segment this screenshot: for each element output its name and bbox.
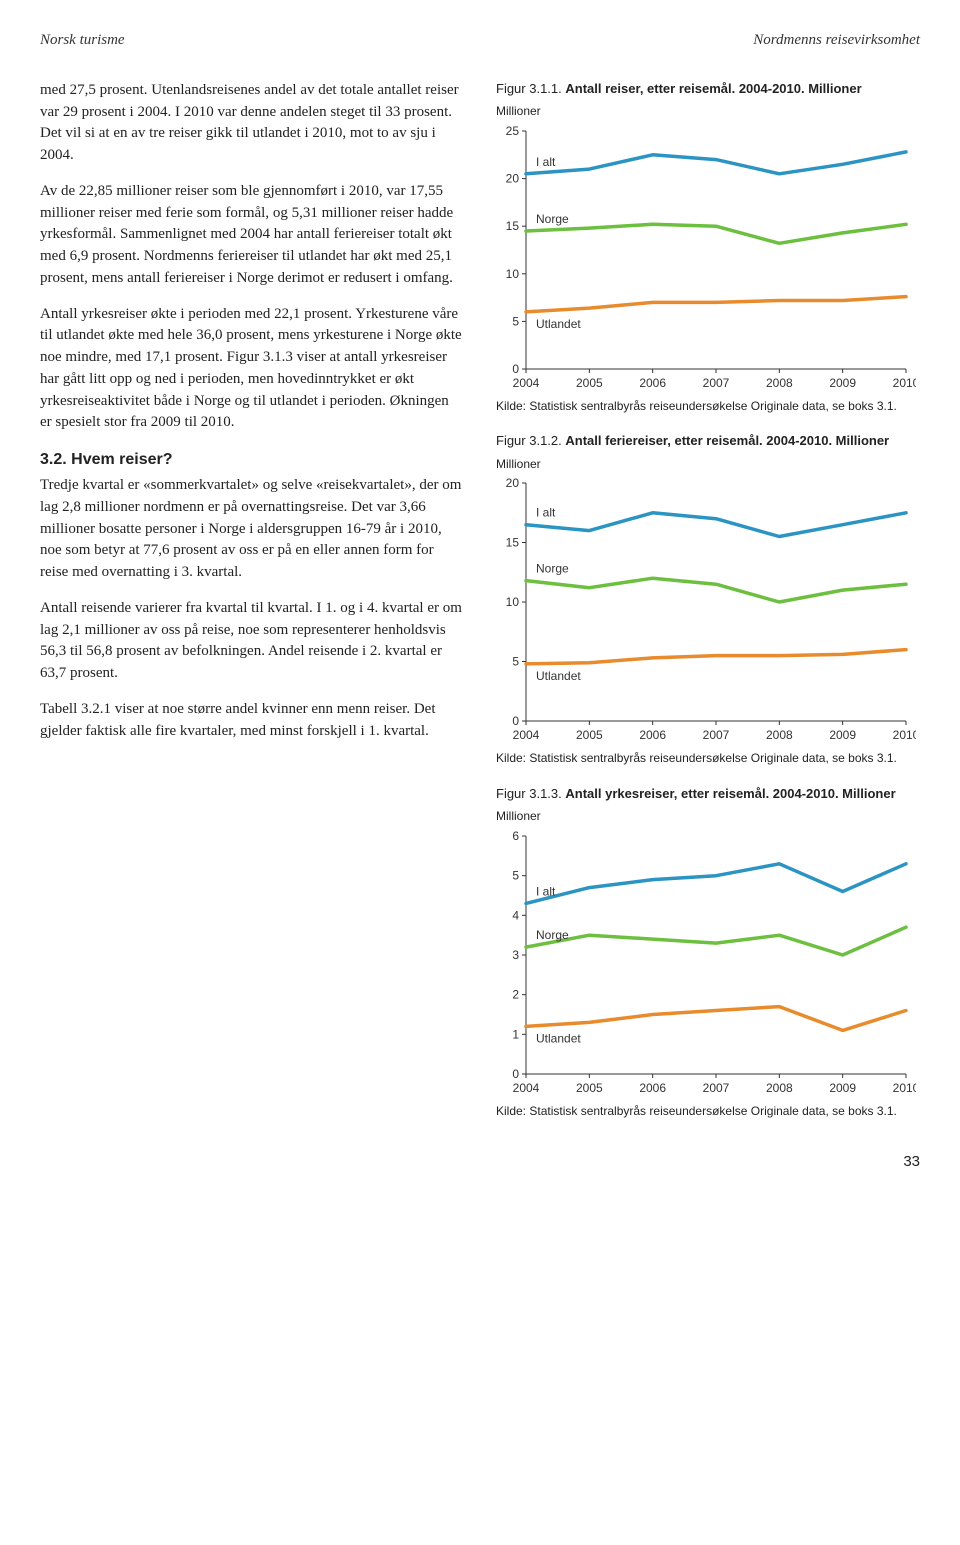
figure-313-number: Figur 3.1.3. [496,786,562,801]
figure-312-caption: Antall feriereiser, etter reisemål. 2004… [565,433,889,448]
svg-text:2008: 2008 [766,376,793,390]
figure-313-caption: Antall yrkesreiser, etter reisemål. 2004… [565,786,895,801]
svg-text:10: 10 [506,266,520,280]
svg-text:2010: 2010 [893,728,916,742]
figure-312-title: Figur 3.1.2. Antall feriereiser, etter r… [496,432,920,450]
figure-311-chart: 0 5 10 15 20 25 2004 2005 2006 2007 2008 2009 2010 I … [496,123,920,393]
svg-text:2005: 2005 [576,1081,603,1095]
svg-text:0: 0 [512,714,519,728]
figure-311: Figur 3.1.1. Antall reiser, etter reisem… [496,80,920,415]
svg-text:6: 6 [512,829,519,843]
para-6: Tabell 3.2.1 viser at noe større andel k… [40,699,464,743]
para-3: Antall yrkesreiser økte i perioden med 2… [40,304,464,435]
section-heading-32: 3.2. Hvem reiser? [40,448,464,471]
svg-text:I alt: I alt [536,884,556,898]
figure-312: Figur 3.1.2. Antall feriereiser, etter r… [496,432,920,767]
svg-text:2007: 2007 [703,728,730,742]
svg-text:2: 2 [512,987,519,1001]
svg-text:Utlandet: Utlandet [536,669,581,683]
svg-text:Norge: Norge [536,562,569,576]
figure-311-number: Figur 3.1.1. [496,81,562,96]
svg-text:2007: 2007 [703,1081,730,1095]
svg-text:0: 0 [512,362,519,376]
svg-text:0: 0 [512,1067,519,1081]
svg-text:2006: 2006 [639,376,666,390]
svg-text:1: 1 [512,1027,519,1041]
figure-313-chart: 0 1 2 3 4 5 6 2004 2005 2006 2007 2008 2009 2010 I alt… [496,828,920,1098]
svg-text:2005: 2005 [576,376,603,390]
figure-312-ylabel: Millioner [496,456,920,473]
svg-text:2007: 2007 [703,376,730,390]
svg-text:2005: 2005 [576,728,603,742]
para-2: Av de 22,85 millioner reiser som ble gje… [40,181,464,290]
figure-311-source: Kilde: Statistisk sentralbyrås reiseunde… [496,399,920,415]
svg-text:5: 5 [512,655,519,669]
svg-text:10: 10 [506,595,520,609]
page-number: 33 [40,1151,920,1173]
svg-text:5: 5 [512,314,519,328]
svg-text:Utlandet: Utlandet [536,317,581,331]
figure-313-title: Figur 3.1.3. Antall yrkesreiser, etter r… [496,785,920,803]
svg-text:2004: 2004 [513,1081,540,1095]
right-column: Figur 3.1.1. Antall reiser, etter reisem… [496,80,920,1138]
left-column: med 27,5 prosent. Utenlandsreisenes ande… [40,80,464,1138]
svg-text:Utlandet: Utlandet [536,1031,581,1045]
svg-text:20: 20 [506,476,520,490]
svg-text:15: 15 [506,219,520,233]
para-5: Antall reisende varierer fra kvartal til… [40,598,464,685]
svg-text:2008: 2008 [766,728,793,742]
svg-text:3: 3 [512,948,519,962]
svg-text:I alt: I alt [536,506,556,520]
svg-text:2010: 2010 [893,1081,916,1095]
para-4: Tredje kvartal er «sommerkvartalet» og s… [40,475,464,584]
figure-312-source: Kilde: Statistisk sentralbyrås reiseunde… [496,751,920,767]
svg-text:2004: 2004 [513,728,540,742]
figure-311-caption: Antall reiser, etter reisemål. 2004-2010… [565,81,861,96]
svg-text:2009: 2009 [829,728,856,742]
figure-313-source: Kilde: Statistisk sentralbyrås reiseunde… [496,1104,920,1120]
svg-text:2004: 2004 [513,376,540,390]
figure-311-title: Figur 3.1.1. Antall reiser, etter reisem… [496,80,920,98]
header-left: Norsk turisme [40,30,125,52]
svg-text:5: 5 [512,868,519,882]
svg-text:2006: 2006 [639,1081,666,1095]
svg-text:15: 15 [506,536,520,550]
svg-text:Norge: Norge [536,928,569,942]
svg-text:2008: 2008 [766,1081,793,1095]
figure-312-number: Figur 3.1.2. [496,433,562,448]
svg-text:2009: 2009 [829,376,856,390]
svg-text:20: 20 [506,171,520,185]
svg-text:2006: 2006 [639,728,666,742]
svg-text:4: 4 [512,908,519,922]
figure-313: Figur 3.1.3. Antall yrkesreiser, etter r… [496,785,920,1120]
svg-text:25: 25 [506,124,520,138]
svg-text:2010: 2010 [893,376,916,390]
header-right: Nordmenns reisevirksomhet [753,30,920,52]
figure-311-ylabel: Millioner [496,103,920,120]
svg-text:Norge: Norge [536,212,569,226]
para-1: med 27,5 prosent. Utenlandsreisenes ande… [40,80,464,167]
svg-text:2009: 2009 [829,1081,856,1095]
figure-313-ylabel: Millioner [496,808,920,825]
svg-text:I alt: I alt [536,155,556,169]
figure-312-chart: 0 5 10 15 20 2004 2005 2006 2007 2008 2009 2010 I al… [496,475,920,745]
